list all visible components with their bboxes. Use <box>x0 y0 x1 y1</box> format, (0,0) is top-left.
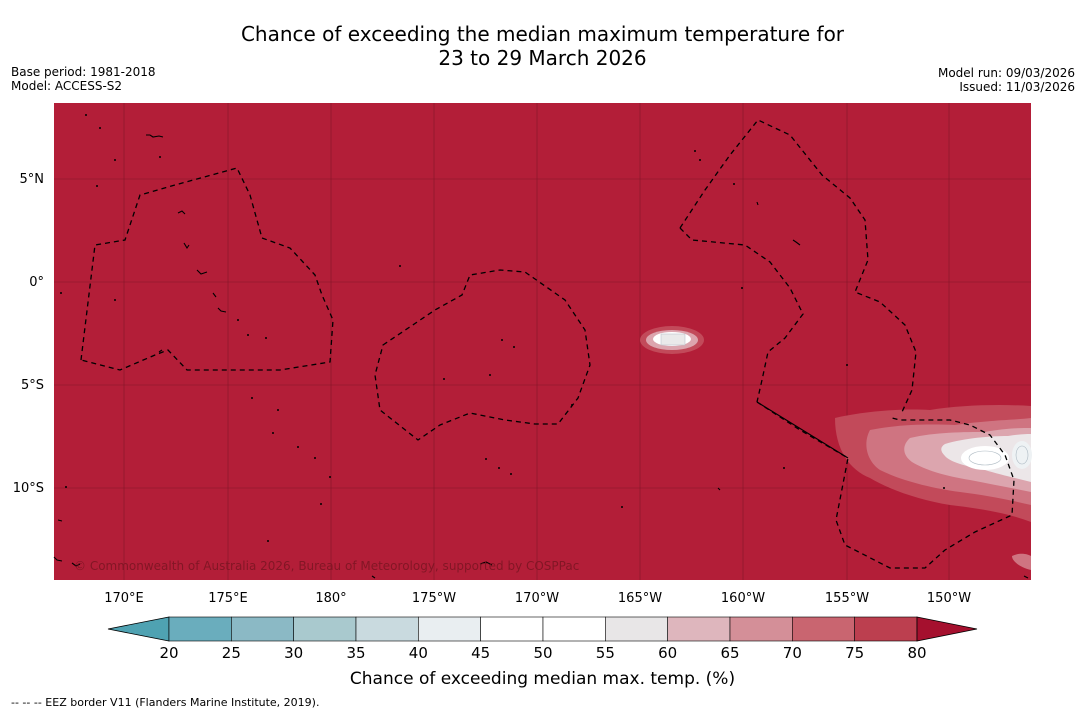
colorbar-segment <box>667 616 731 642</box>
colorbar-tick-label: 60 <box>658 644 677 662</box>
title-line-2: 23 to 29 March 2026 <box>438 46 647 70</box>
lon-label: 180° <box>315 591 346 606</box>
latitude-labels: 5°N 0° 5°S 10°S <box>13 172 44 496</box>
colorbar-segment <box>418 616 481 642</box>
colorbar-segment <box>293 616 357 642</box>
colorbar: 20 25 30 35 40 45 50 55 60 65 70 75 80 <box>107 616 978 662</box>
colorbar-tick-label: 65 <box>720 644 739 662</box>
lon-label: 165°W <box>618 591 662 606</box>
colorbar-segment <box>168 616 232 642</box>
lat-label: 5°S <box>21 378 44 393</box>
colorbar-tick-label: 80 <box>907 644 926 662</box>
copyright-notice: © Commonwealth of Australia 2026, Bureau… <box>74 559 580 573</box>
colorbar-segment <box>854 616 918 642</box>
colorbar-segment <box>792 616 855 642</box>
map-panel <box>54 103 1031 580</box>
title-line-1: Chance of exceeding the median maximum t… <box>240 22 845 46</box>
colorbar-tick-label: 75 <box>845 644 864 662</box>
colorbar-segment <box>729 616 793 642</box>
atolls <box>60 114 945 542</box>
lat-label: 5°N <box>20 172 45 187</box>
colorbar-tick-label: 50 <box>533 644 552 662</box>
colorbar-tick-label: 25 <box>222 644 241 662</box>
colorbar-over-arrow <box>916 616 978 642</box>
model-name: Model: ACCESS-S2 <box>11 79 123 93</box>
colorbar-segment <box>605 616 668 642</box>
lon-label: 170°E <box>104 591 144 606</box>
lon-label: 160°W <box>721 591 765 606</box>
chart-title: Chance of exceeding the median maximum t… <box>0 22 1085 70</box>
colorbar-tick-label: 70 <box>783 644 802 662</box>
eez-solid-boundary <box>756 401 849 459</box>
issued-date: Issued: 11/03/2026 <box>959 80 1075 94</box>
lat-label: 10°S <box>13 481 44 496</box>
lon-label: 175°W <box>412 591 456 606</box>
meta-left: Base period: 1981-2018 Model: ACCESS-S2 <box>11 65 156 93</box>
lon-label: 155°W <box>825 591 869 606</box>
colorbar-label: Chance of exceeding median max. temp. (%… <box>349 669 736 689</box>
probability-anomaly-central <box>640 326 704 354</box>
islands <box>53 134 1029 579</box>
lon-label: 170°W <box>515 591 559 606</box>
lon-label: 150°W <box>927 591 971 606</box>
colorbar-tick-label: 20 <box>159 644 178 662</box>
colorbar-tick-label: 55 <box>596 644 615 662</box>
colorbar-segment <box>231 616 294 642</box>
lat-label: 0° <box>29 275 44 290</box>
colorbar-under-arrow <box>107 616 170 642</box>
eez-footnote: -- -- -- EEZ border V11 (Flanders Marine… <box>11 696 320 709</box>
colorbar-tick-label: 30 <box>284 644 303 662</box>
eez-borders <box>80 119 1015 569</box>
colorbar-segment <box>480 616 544 642</box>
base-period: Base period: 1981-2018 <box>11 65 156 79</box>
probability-anomaly-east <box>835 405 1032 570</box>
colorbar-tick-label: 35 <box>346 644 365 662</box>
graticule <box>54 103 1031 580</box>
colorbar-segment <box>355 616 419 642</box>
longitude-labels: 170°E 175°E 180° 175°W 170°W 165°W 160°W… <box>104 591 971 606</box>
model-run: Model run: 09/03/2026 <box>937 66 1075 80</box>
meta-right: Model run: 09/03/2026 Issued: 11/03/2026 <box>938 66 1075 94</box>
colorbar-tick-label: 40 <box>409 644 428 662</box>
colorbar-tick-label: 45 <box>471 644 490 662</box>
colorbar-segment <box>542 616 606 642</box>
lon-label: 175°E <box>208 591 248 606</box>
